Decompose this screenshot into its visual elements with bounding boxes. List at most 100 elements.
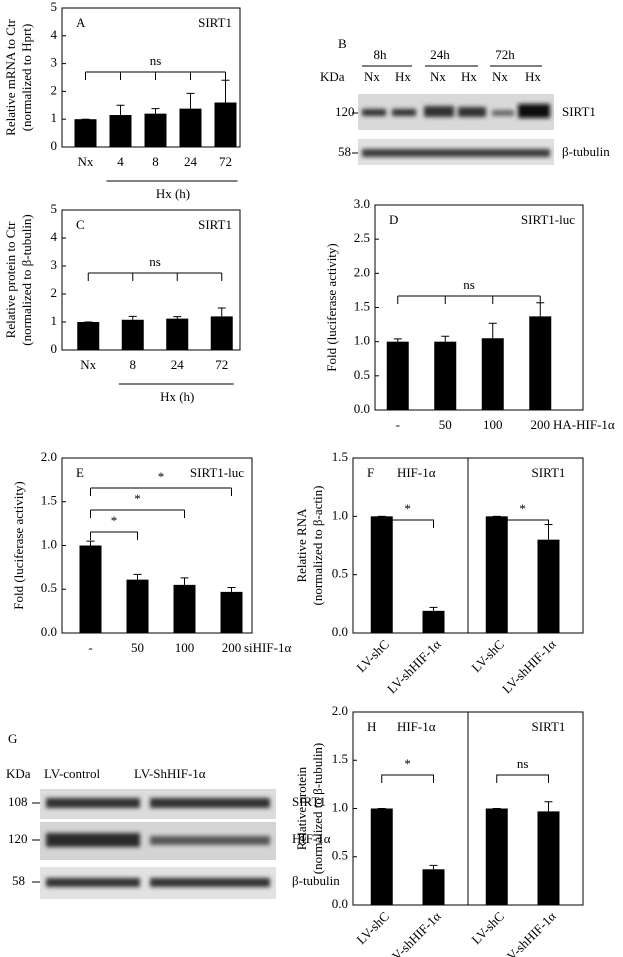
bar (79, 545, 102, 633)
timepoint: 72h (495, 47, 515, 62)
y-tick-label: 1.0 (41, 536, 57, 551)
y-tick-label: 1.0 (332, 507, 348, 522)
x-tick-label: 24 (184, 154, 198, 169)
panel-letter: F (367, 465, 374, 480)
bar (370, 516, 393, 633)
x-tick-label: 4 (117, 154, 124, 169)
bar (210, 316, 233, 350)
x-tick-label: Nx (80, 357, 96, 372)
y-tick-label: 0.5 (354, 367, 370, 382)
panel-title: SIRT1-luc (521, 212, 575, 227)
error-bar (441, 335, 450, 342)
error-bar (393, 338, 402, 342)
bar (173, 584, 196, 633)
bar (537, 539, 560, 633)
bar (220, 591, 243, 633)
x-tick-label: LV-shHIF-1α (499, 908, 559, 957)
x-tick-label: LV-shC (468, 637, 507, 676)
x-tick-label: 72 (219, 154, 232, 169)
error-bar (151, 108, 160, 114)
y-tick-label: 5 (51, 0, 58, 14)
x-tick-label: LV-shHIF-1α (384, 908, 444, 957)
timepoint: 8h (374, 47, 388, 62)
blot-g: G KDa LV-control LV-ShHIF-1α 108 SIRT1 1… (6, 731, 340, 899)
y-tick-label: 1.0 (354, 333, 370, 348)
condition: Hx (525, 69, 541, 84)
bracket (85, 71, 226, 80)
y-axis-label: (normalized to β-actin) (310, 486, 325, 606)
bands (362, 104, 550, 118)
y-tick-label: 3.0 (354, 196, 370, 211)
x-tick-label: 200 (222, 640, 242, 655)
plot-frame (61, 209, 241, 351)
error-bar (128, 315, 137, 320)
bar (109, 115, 132, 147)
bands (46, 798, 270, 808)
annotation: * (404, 756, 411, 771)
x-tick-label: 8 (130, 357, 137, 372)
y-tick-label: 2.0 (354, 264, 370, 279)
y-tick-label: 0.0 (354, 401, 370, 416)
bar (422, 610, 445, 633)
bands (46, 833, 270, 847)
annotation: * (404, 501, 411, 516)
bands (362, 149, 550, 157)
condition: Hx (461, 69, 477, 84)
y-axis-label: Relative protein to Ctr (3, 221, 18, 338)
y-tick-label: 1 (51, 313, 58, 328)
protein-label: β-tubulin (292, 873, 340, 888)
annotation: ns (149, 254, 161, 269)
y-tick-label: 4 (51, 229, 58, 244)
bracket (381, 519, 434, 528)
y-tick-label: 4 (51, 27, 58, 42)
bar (166, 318, 189, 350)
error-bar (86, 540, 95, 546)
size-label: 120 (8, 831, 28, 846)
bracket (496, 519, 549, 528)
y-tick-label: 0 (51, 138, 58, 153)
x-tick-label: 72 (215, 357, 228, 372)
bar (214, 102, 237, 147)
x-axis-label: HA-HIF-1α (553, 417, 615, 432)
panel-letter: E (76, 465, 84, 480)
panel-title: SIRT1 (198, 15, 232, 30)
y-axis-label: Relative mRNA to Ctr (3, 19, 18, 136)
panel-letter: D (389, 212, 398, 227)
y-tick-label: 0.0 (332, 896, 348, 911)
error-bar (488, 322, 497, 339)
y-tick-label: 1.5 (332, 751, 348, 766)
unit: KDa (320, 69, 345, 84)
bar (422, 869, 445, 905)
size-label: 120 (335, 104, 355, 119)
bracket (381, 774, 434, 783)
y-tick-label: 2 (51, 82, 58, 97)
annotation: ns (150, 53, 162, 68)
x-tick-label: LV-shHIF-1α (499, 636, 559, 696)
y-axis-label: Relative protein (294, 766, 309, 850)
x-tick-label: 100 (483, 417, 503, 432)
bar (386, 341, 409, 410)
bands (46, 878, 270, 887)
panel-letter: G (8, 731, 17, 746)
timepoint: 24h (430, 47, 450, 62)
x-tick-label: 200 (531, 417, 551, 432)
bracket (90, 487, 232, 496)
protein-label: SIRT1 (292, 794, 326, 809)
y-axis-label: Fold (luciferase activity) (324, 243, 339, 372)
condition: Nx (492, 69, 508, 84)
panel-letter: H (367, 719, 376, 734)
x-tick-label: LV-shC (353, 637, 392, 676)
bar (537, 811, 560, 905)
error-bar (217, 307, 226, 317)
error-bar (227, 587, 236, 592)
bar (485, 808, 508, 905)
x-tick-label: LV-shC (468, 909, 507, 948)
bar (179, 108, 202, 147)
error-bar (544, 801, 553, 812)
y-tick-label: 0 (51, 341, 58, 356)
y-tick-label: 3 (51, 257, 58, 272)
y-axis-label: (normalized to β-tubulin) (310, 743, 325, 875)
lane-label: LV-control (44, 766, 100, 781)
x-tick-label: 50 (439, 417, 452, 432)
